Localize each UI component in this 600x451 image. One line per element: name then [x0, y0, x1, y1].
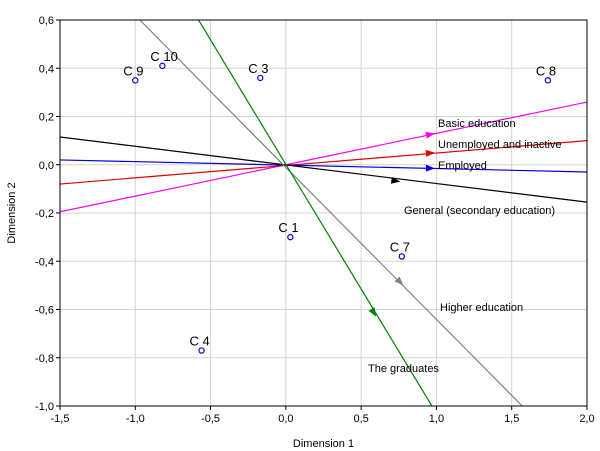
- data-point-label: C 10: [150, 49, 177, 64]
- vector-line: [198, 20, 433, 406]
- vector-label: General (secondary education): [404, 205, 555, 217]
- vector-arrowhead: [425, 149, 435, 157]
- data-point-marker: [287, 233, 294, 241]
- y-tick-label: -0,4: [35, 256, 54, 268]
- vector-labels: Basic education Unemployed and inactive Em…: [368, 118, 562, 375]
- data-point-marker: [159, 62, 166, 70]
- vector-line: [60, 101, 587, 213]
- vector-arrowhead: [368, 307, 377, 317]
- x-tick-label: -1,0: [126, 413, 145, 425]
- vector-label: Higher education: [440, 302, 523, 314]
- data-point-label: C 7: [390, 239, 410, 254]
- vector-arrowhead: [390, 176, 401, 184]
- x-tick-label: -0,5: [201, 413, 220, 425]
- vector-arrowhead: [425, 164, 435, 172]
- data-point-marker: [398, 253, 405, 260]
- x-tick-label: 0,5: [353, 413, 368, 425]
- vector-lines: [60, 20, 587, 406]
- x-axis-label: Dimension 1: [293, 438, 354, 450]
- x-tick-label: -1,5: [51, 413, 70, 425]
- y-tick-label: -1,0: [35, 401, 54, 413]
- vector-line: [60, 140, 587, 185]
- vector-line: [139, 20, 523, 406]
- y-axis-label: Dimension 2: [6, 182, 18, 243]
- vector-arrowhead: [394, 276, 404, 286]
- data-point-label: C 8: [536, 63, 556, 78]
- vector-label: Employed: [438, 160, 487, 172]
- y-tick-label: -0,2: [35, 208, 54, 220]
- data-point-marker: [257, 74, 264, 82]
- vector-label: Basic education: [438, 118, 516, 130]
- data-point-marker: [132, 77, 139, 84]
- vector-arrowhead: [425, 131, 435, 139]
- x-tick-label: 1,0: [429, 413, 444, 425]
- data-points: C 1 C 3 C 4 C 7 C 8 C 9 C 10: [123, 49, 556, 354]
- x-tick-label: 1,5: [504, 413, 519, 425]
- data-point-label: C 3: [248, 61, 268, 76]
- x-tick-label: 0,0: [278, 413, 293, 425]
- y-tick-label: -0,8: [35, 353, 54, 365]
- x-tick-label: 2,0: [579, 413, 594, 425]
- y-tick-label: 0,6: [39, 15, 54, 27]
- y-tick-label: 0,4: [39, 63, 54, 75]
- data-point-label: C 1: [278, 220, 298, 235]
- vector-arrowheads: [368, 131, 435, 317]
- y-tick-label: 0,2: [39, 112, 54, 124]
- vector-line: [60, 136, 587, 203]
- vector-label: The graduates: [368, 363, 439, 375]
- data-point-label: C 4: [190, 334, 210, 349]
- data-point-marker: [198, 347, 205, 354]
- y-axis-ticks: -1,0 -0,8 -0,6 -0,4 -0,2 0,0 0,2 0,4 0,6: [35, 15, 60, 413]
- data-point-label: C 9: [123, 63, 143, 78]
- vector-label: Unemployed and inactive: [438, 139, 562, 151]
- data-point-marker: [544, 77, 552, 84]
- y-tick-label: 0,0: [39, 160, 54, 172]
- x-axis-ticks: -1,5 -1,0 -0,5 0,0 0,5 1,0 1,5 2,0: [51, 406, 595, 425]
- grid-lines: [60, 20, 587, 406]
- vector-line: [60, 159, 587, 173]
- y-tick-label: -0,6: [35, 305, 54, 317]
